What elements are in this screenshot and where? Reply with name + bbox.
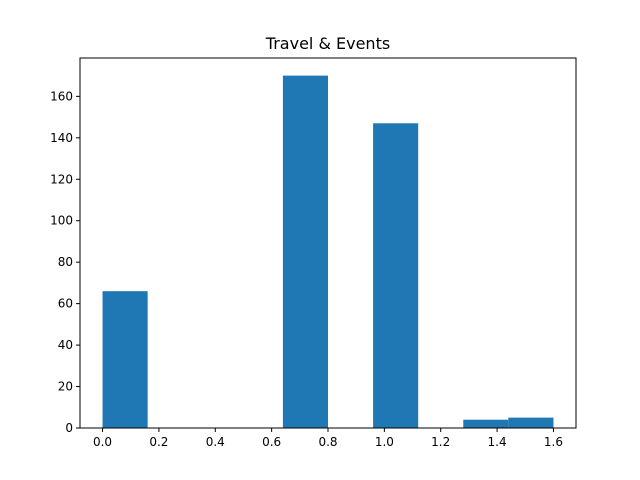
y-tick-label: 140 <box>50 131 73 145</box>
y-tick-label: 120 <box>50 172 73 186</box>
bar-9 <box>508 417 554 428</box>
x-tick-label: 0.0 <box>93 435 112 449</box>
y-tick-label: 160 <box>50 89 73 103</box>
x-tick-label: 1.6 <box>544 435 563 449</box>
bar-6 <box>373 123 419 428</box>
x-tick-label: 0.4 <box>206 435 225 449</box>
y-tick-label: 20 <box>58 380 73 394</box>
bar-0 <box>102 291 148 428</box>
x-tick-label: 1.4 <box>488 435 507 449</box>
x-tick-label: 0.8 <box>318 435 337 449</box>
y-tick-label: 80 <box>58 255 73 269</box>
bars-group <box>102 75 554 428</box>
y-axis: 0 20 40 60 80 100 120 140 160 <box>50 89 80 435</box>
bar-4 <box>282 75 328 428</box>
y-tick-label: 0 <box>65 421 73 435</box>
x-tick-label: 1.0 <box>375 435 394 449</box>
y-tick-label: 40 <box>58 338 73 352</box>
plot-frame <box>79 57 577 429</box>
x-tick-label: 0.6 <box>262 435 281 449</box>
chart-title: Travel & Events <box>265 34 390 53</box>
x-axis: 0.0 0.2 0.4 0.6 0.8 1.0 1.2 1.4 1.6 <box>93 428 563 449</box>
x-tick-label: 1.2 <box>431 435 450 449</box>
x-tick-label: 0.2 <box>149 435 168 449</box>
bar-8 <box>463 419 509 428</box>
y-tick-label: 100 <box>50 214 73 228</box>
y-tick-label: 60 <box>58 297 73 311</box>
